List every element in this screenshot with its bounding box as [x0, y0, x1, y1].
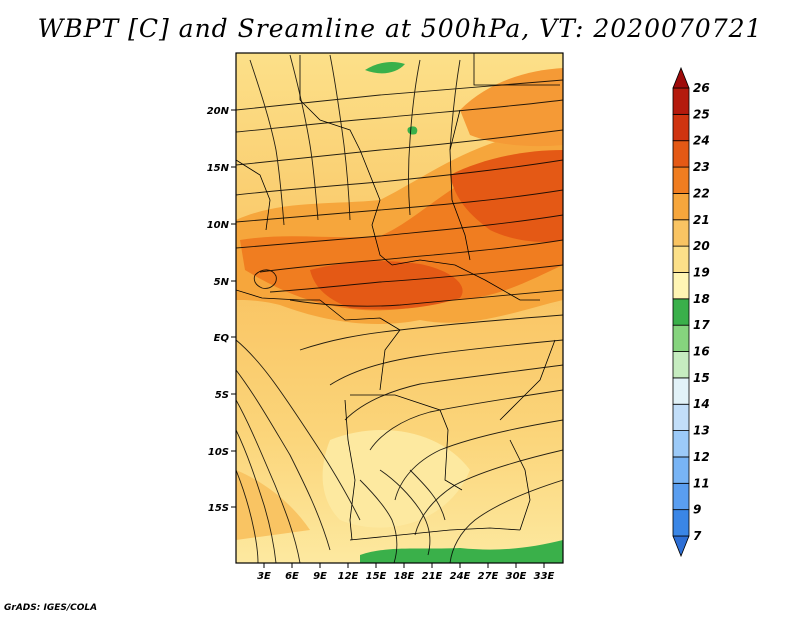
wbpt-band-south [236, 470, 310, 540]
colorbar-segment [672, 66, 690, 89]
colorbar-segment [672, 351, 690, 379]
lat-label: 15S [208, 503, 229, 514]
green-patch-small [407, 126, 418, 135]
green-patch-south [360, 540, 563, 563]
colorbar-segment [672, 403, 690, 431]
colorbar-segment [672, 298, 690, 326]
colorbar-segment [672, 166, 690, 194]
colorbar-label: 9 [693, 503, 701, 517]
colorbar-label: 24 [693, 134, 710, 148]
colorbar-label: 26 [693, 81, 710, 95]
colorbar-segment [672, 377, 690, 405]
colorbar-label: 19 [693, 265, 710, 279]
colorbar-label: 23 [693, 160, 710, 174]
colorbar-segment [672, 272, 690, 300]
map-panel [236, 53, 563, 563]
lon-label: 24E [450, 571, 471, 582]
colorbar-label: 18 [693, 292, 710, 306]
streamlines [236, 54, 563, 563]
colorbar-label: 12 [693, 450, 710, 464]
colorbar-segment [672, 113, 690, 142]
lon-label: 18E [394, 571, 415, 582]
colorbar-label: 14 [693, 397, 710, 411]
wbpt-green-patches [360, 62, 563, 563]
lon-labels: 3E 6E 9E 12E 15E 18E 21E 24E 27E 30E 33E [257, 571, 554, 582]
colorbar-label: 15 [693, 371, 710, 385]
lon-label: 6E [285, 571, 299, 582]
lon-label: 12E [338, 571, 359, 582]
colorbar-labels: 7 9 11 12 13 14 15 16 17 18 19 20 21 22 23 24 25 26 [693, 81, 710, 543]
wbpt-band-upper-east [460, 68, 563, 147]
colorbar-label: 20 [693, 239, 710, 253]
map-frame [235, 52, 564, 564]
lat-ticks [231, 109, 236, 508]
colorbar-segment [672, 245, 690, 273]
colorbar-segment [672, 219, 690, 247]
lat-label: EQ [214, 333, 230, 344]
lon-label: 30E [506, 571, 527, 582]
lat-label: 20N [207, 106, 230, 117]
grads-credit: GrADS: IGES/COLA [4, 603, 98, 613]
lat-label: 10N [207, 220, 230, 231]
lat-label: 15N [207, 163, 230, 174]
colorbar-segment [672, 324, 690, 352]
colorbar-label: 13 [693, 424, 710, 438]
lon-label: 9E [313, 571, 327, 582]
colorbar-segment [672, 430, 690, 458]
colorbar-label: 17 [693, 318, 710, 332]
colorbar-label: 7 [693, 529, 702, 543]
colorbar-segment [672, 456, 690, 484]
wbpt-band-23-24 [310, 261, 463, 310]
colorbar-label: 22 [693, 186, 710, 200]
lon-label: 3E [257, 571, 271, 582]
lat-labels: 20N 15N 10N 5N EQ 5S 10S 15S [207, 106, 230, 514]
colorbar-label: 25 [693, 107, 710, 121]
country-boundaries [236, 53, 560, 541]
wbpt-shading [236, 68, 563, 540]
lon-label: 15E [366, 571, 387, 582]
colorbar-segment [672, 482, 690, 511]
lon-label: 21E [422, 571, 443, 582]
colorbar-segment [672, 535, 690, 558]
lat-label: 10S [208, 447, 229, 458]
lat-label: 5N [214, 277, 230, 288]
colorbar-label: 11 [693, 476, 710, 490]
colorbar-label: 16 [693, 345, 710, 359]
colorbar-segment [672, 193, 690, 221]
lon-label: 27E [478, 571, 499, 582]
colorbar-segment [672, 140, 690, 168]
colorbar [672, 66, 690, 558]
map-title: WBPT [C] and Sreamline at 500hPa, VT: 20… [37, 14, 763, 43]
colorbar-segment [672, 87, 690, 115]
colorbar-segment [672, 509, 690, 537]
lat-label: 5S [215, 390, 229, 401]
lon-ticks [263, 563, 545, 568]
colorbar-label: 21 [693, 213, 710, 227]
green-patch-north [365, 62, 405, 74]
lon-label: 33E [534, 571, 555, 582]
